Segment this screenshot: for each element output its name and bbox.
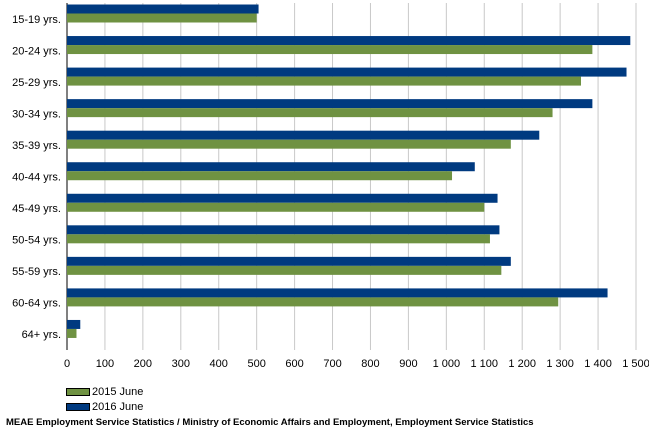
bar-2015-30-34-yrs- [67, 108, 553, 118]
x-tick-label: 500 [247, 358, 265, 370]
category-label: 64+ yrs. [22, 329, 61, 341]
x-tick-labels: 0 100 200 300 400 500 600 700 800 900 1 000 1 100 1 … [64, 358, 649, 370]
legend-item-2015: 2015 June [66, 384, 143, 399]
legend-swatch-2016 [66, 402, 90, 411]
x-tick-label: 200 [134, 358, 152, 370]
category-label: 35-39 yrs. [12, 140, 61, 152]
bar-2016-35-39-yrs- [67, 130, 540, 140]
category-label: 60-64 yrs. [12, 298, 61, 310]
bar-2015-55-59-yrs- [67, 265, 502, 275]
x-tick-label: 1 000 [433, 358, 461, 370]
bar-2016-50-54-yrs- [67, 225, 500, 235]
x-tick-label: 1 500 [622, 358, 649, 370]
x-tick-label: 1 200 [508, 358, 536, 370]
bar-2016-60-64-yrs- [67, 288, 608, 298]
x-tick-label: 1 400 [584, 358, 612, 370]
bar-2015-15-19-yrs- [67, 13, 257, 23]
legend-item-2016: 2016 June [66, 399, 143, 414]
category-label: 45-49 yrs. [12, 203, 61, 215]
x-tick-label: 300 [172, 358, 190, 370]
bar-2016-25-29-yrs- [67, 67, 627, 77]
bar-2015-50-54-yrs- [67, 234, 490, 244]
bar-2016-55-59-yrs- [67, 256, 511, 266]
bar-2016-20-24-yrs- [67, 36, 631, 46]
category-label: 15-19 yrs. [12, 14, 61, 26]
category-label: 55-59 yrs. [12, 266, 61, 278]
x-tick-label: 800 [361, 358, 379, 370]
bar-2015-20-24-yrs- [67, 45, 593, 55]
category-label: 30-34 yrs. [12, 108, 61, 120]
bar-2016-15-19-yrs- [67, 4, 259, 14]
legend-label-2016: 2016 June [92, 400, 144, 413]
bar-2016-45-49-yrs- [67, 193, 498, 203]
bar-2015-40-44-yrs- [67, 171, 453, 181]
legend: 2015 June 2016 June [66, 384, 143, 414]
x-tick-label: 0 [64, 358, 70, 370]
category-label: 20-24 yrs. [12, 45, 61, 57]
x-tick-label: 100 [96, 358, 114, 370]
bar-2015-35-39-yrs- [67, 139, 511, 149]
bar-2016-64+-yrs- [67, 319, 81, 329]
category-label: 40-44 yrs. [12, 172, 61, 184]
legend-swatch-2015 [66, 387, 90, 396]
bar-2015-64+-yrs- [67, 328, 77, 338]
category-labels: 15-19 yrs. 20-24 yrs. 25-29 yrs. 30-34 yrs.… [12, 14, 61, 341]
x-tick-label: 700 [323, 358, 341, 370]
bar-2015-60-64-yrs- [67, 297, 559, 307]
bar-2015-45-49-yrs- [67, 202, 485, 212]
source-note: MEAE Employment Service Statistics / Min… [6, 417, 534, 428]
bar-chart: 15-19 yrs. 20-24 yrs. 25-29 yrs. 30-34 yrs.… [12, 3, 649, 370]
bars [67, 4, 631, 338]
bar-2016-30-34-yrs- [67, 99, 593, 109]
bar-2016-40-44-yrs- [67, 162, 475, 172]
category-label: 25-29 yrs. [12, 77, 61, 89]
x-tick-label: 900 [399, 358, 417, 370]
bar-2015-25-29-yrs- [67, 76, 581, 86]
x-tick-label: 1 300 [546, 358, 574, 370]
category-label: 50-54 yrs. [12, 235, 61, 247]
legend-label-2015: 2015 June [92, 385, 144, 398]
x-tick-label: 600 [285, 358, 303, 370]
x-tick-label: 1 100 [471, 358, 499, 370]
x-tick-label: 400 [210, 358, 228, 370]
